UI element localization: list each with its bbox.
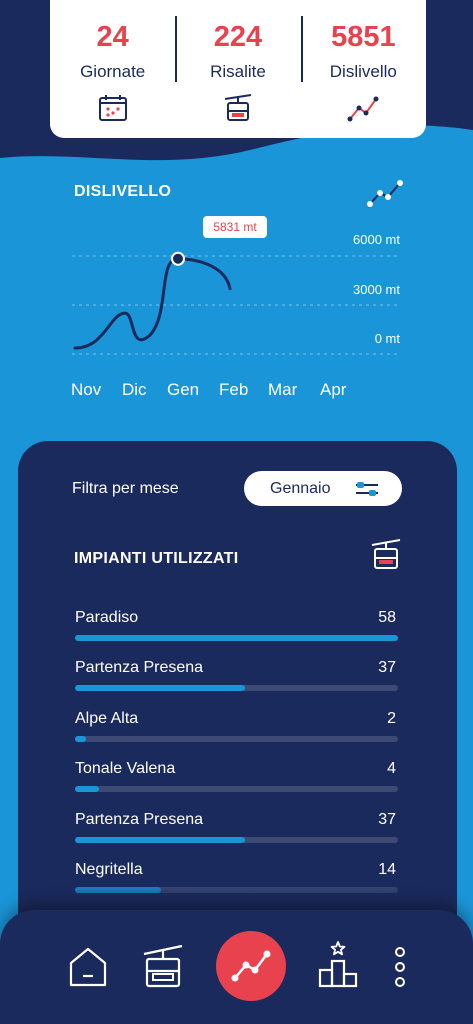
cable-car-icon [371,539,401,569]
progress-fill [75,836,245,843]
x-tick-label: Nov [71,380,102,399]
progress-track [75,685,398,692]
progress-fill [75,635,398,641]
stat-risalite[interactable]: 224 Risalite [175,0,300,138]
peak-tooltip: 5831 mt [203,216,267,238]
stats-tab-button[interactable] [216,931,286,1001]
lift-name: Tonale Valena [75,760,176,778]
stat-value: 5851 [331,21,396,53]
stat-label: Risalite [210,62,266,81]
y-tick-label: 0 mt [374,331,400,346]
podium-icon[interactable] [318,940,358,988]
trend-icon [347,96,379,122]
x-tick-label: Apr [320,380,347,399]
list-item[interactable]: Tonale Valena 4 [75,754,398,804]
list-item[interactable]: Partenza Presena 37 [75,653,398,703]
sliders-icon [356,482,378,496]
lift-name: Paradiso [75,609,139,626]
progress-fill [75,786,100,793]
stat-value: 224 [213,21,263,53]
stat-value: 24 [96,21,129,53]
y-tick-label: 3000 mt [353,282,400,297]
filter-label: Filtra per mese [72,480,179,497]
y-tick-label: 6000 mt [353,232,400,247]
progress-fill [75,735,87,742]
progress-track [75,836,398,843]
calendar-icon [98,95,127,121]
progress-track [75,786,398,793]
stat-giornate[interactable]: 24 Giornate [50,0,175,138]
chart-title: DISLIVELLO [74,183,172,200]
more-icon[interactable] [392,946,408,988]
stat-dislivello[interactable]: 5851 Dislivello [300,0,426,138]
section-title: IMPIANTI UTILIZZATI [74,550,239,567]
lift-count: 37 [378,810,396,828]
list-item[interactable]: Paradiso 58 [75,603,398,653]
peak-point [171,251,185,266]
lift-count: 58 [378,609,396,626]
x-tick-label: Dic [122,380,147,399]
selected-month: Gennaio [270,479,331,497]
month-filter-button[interactable]: Gennaio [244,471,402,506]
lift-count: 4 [387,760,396,778]
lift-count: 2 [387,709,396,727]
lift-count: 14 [378,860,396,878]
lift-name: Negritella [75,860,143,878]
lift-count: 37 [378,659,396,677]
cable-car-icon[interactable] [142,944,184,988]
elevation-chart [72,251,400,355]
lift-list: Paradiso 58 Partenza Presena 37 Alpe Alt… [75,603,398,905]
progress-track [75,635,398,641]
stat-label: Dislivello [329,62,397,81]
lift-name: Partenza Presena [75,659,204,677]
x-tick-label: Feb [219,380,249,399]
home-icon[interactable] [68,946,108,988]
progress-fill [75,685,245,692]
progress-track [75,735,398,742]
list-item[interactable]: Partenza Presena 37 [75,805,398,855]
lift-name: Partenza Presena [75,810,204,828]
x-tick-label: Gen [167,380,200,399]
stat-label: Giornate [80,62,146,81]
list-item[interactable]: Alpe Alta 2 [75,704,398,754]
lift-name: Alpe Alta [75,709,139,727]
stats-card: 24 Giornate 224 Risalite 5851 Dislivello [50,0,426,138]
cable-car-icon [224,94,252,121]
trend-icon [231,950,271,982]
x-tick-label: Mar [268,380,298,399]
chart-grid [72,255,400,355]
series-line [73,257,232,350]
trend-icon[interactable] [367,178,403,208]
